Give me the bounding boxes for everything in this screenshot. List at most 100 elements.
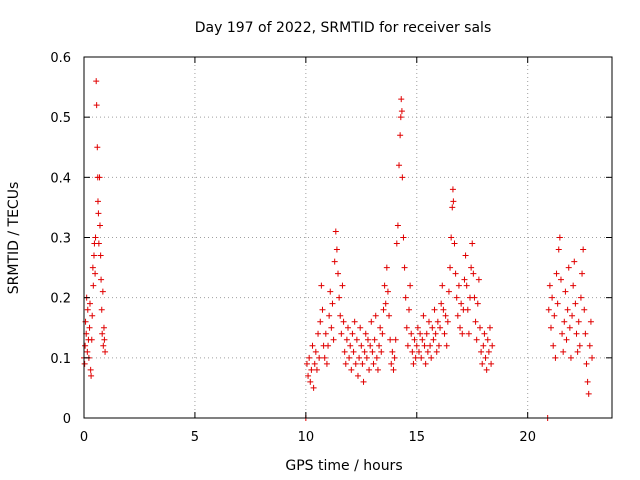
y-axis-title: SRMTID / TECUs [6, 182, 22, 295]
data-point [97, 252, 104, 259]
data-point [439, 282, 446, 289]
data-point [342, 360, 349, 367]
data-point [102, 348, 109, 355]
data-point [429, 324, 436, 331]
data-point [458, 300, 465, 307]
data-point [575, 318, 582, 325]
data-point [547, 324, 554, 331]
data-point [579, 270, 586, 277]
data-point [93, 78, 100, 85]
data-point [82, 318, 89, 325]
data-point [347, 342, 354, 349]
data-point [94, 198, 101, 205]
data-point [457, 324, 464, 331]
data-point [368, 318, 375, 325]
data-point [410, 360, 417, 367]
data-point [87, 366, 94, 373]
data-point [412, 354, 419, 361]
y-tick-label: 0 [63, 412, 71, 427]
data-point [489, 342, 496, 349]
x-tick-label: 0 [80, 430, 88, 445]
data-point [479, 360, 486, 367]
data-point [363, 354, 370, 361]
data-point [478, 348, 485, 355]
data-point [451, 240, 458, 247]
data-point [428, 354, 435, 361]
chart-title: Day 197 of 2022, SRMTID for receiver sal… [195, 20, 491, 36]
data-point [81, 360, 88, 367]
data-point [319, 306, 326, 313]
data-point [559, 330, 566, 337]
data-point [90, 252, 97, 259]
data-point [572, 300, 579, 307]
data-point [444, 318, 451, 325]
data-point [338, 330, 345, 337]
data-point [387, 336, 394, 343]
data-point [477, 324, 483, 331]
data-point [465, 330, 472, 337]
data-point [369, 348, 376, 355]
data-point [317, 318, 324, 325]
data-point [438, 300, 445, 307]
data-point [333, 246, 340, 253]
data-point [313, 366, 320, 373]
grid [84, 57, 612, 418]
data-point [550, 342, 557, 349]
data-point [370, 360, 377, 367]
data-point [546, 282, 553, 289]
data-point [325, 342, 332, 349]
data-point [443, 342, 450, 349]
data-point [402, 294, 409, 301]
data-point [327, 288, 334, 295]
data-point [418, 354, 425, 361]
data-point [462, 252, 469, 259]
data-point [440, 306, 447, 313]
data-point [545, 306, 552, 313]
data-point [432, 330, 439, 337]
data-point [356, 354, 363, 361]
data-point [392, 336, 399, 343]
data-point [485, 348, 492, 355]
data-point [393, 240, 400, 247]
data-point [312, 348, 319, 355]
data-point [586, 342, 593, 349]
data-point [372, 312, 379, 319]
data-point [330, 336, 337, 343]
data-point [469, 240, 476, 247]
data-point [468, 264, 475, 271]
data-point [386, 312, 393, 319]
data-point [408, 330, 415, 337]
data-point [93, 102, 100, 109]
data-point [310, 384, 317, 391]
data-point [96, 174, 103, 181]
data-point [570, 282, 577, 289]
data-point [560, 348, 567, 355]
data-point [94, 144, 101, 151]
data-point [551, 312, 558, 319]
y-tick-label: 0.4 [50, 171, 71, 186]
data-point [98, 276, 105, 283]
data-point [316, 354, 323, 361]
data-point [454, 312, 461, 319]
x-tick-label: 20 [519, 430, 536, 445]
data-point [482, 354, 489, 361]
data-point [381, 282, 388, 289]
data-point [373, 354, 380, 361]
data-point [483, 366, 490, 373]
data-point [383, 264, 390, 271]
data-point [354, 372, 361, 379]
data-point [358, 342, 365, 349]
data-point [420, 312, 427, 319]
data-point [427, 342, 434, 349]
data-point [553, 270, 560, 277]
data-point [470, 270, 477, 277]
data-point [442, 312, 449, 319]
data-point [441, 330, 448, 337]
data-point [95, 240, 102, 247]
data-point [554, 300, 561, 307]
data-point [577, 294, 584, 301]
data-point [340, 318, 347, 325]
data-point [474, 300, 481, 307]
data-point [303, 360, 310, 367]
data-point [396, 162, 403, 169]
